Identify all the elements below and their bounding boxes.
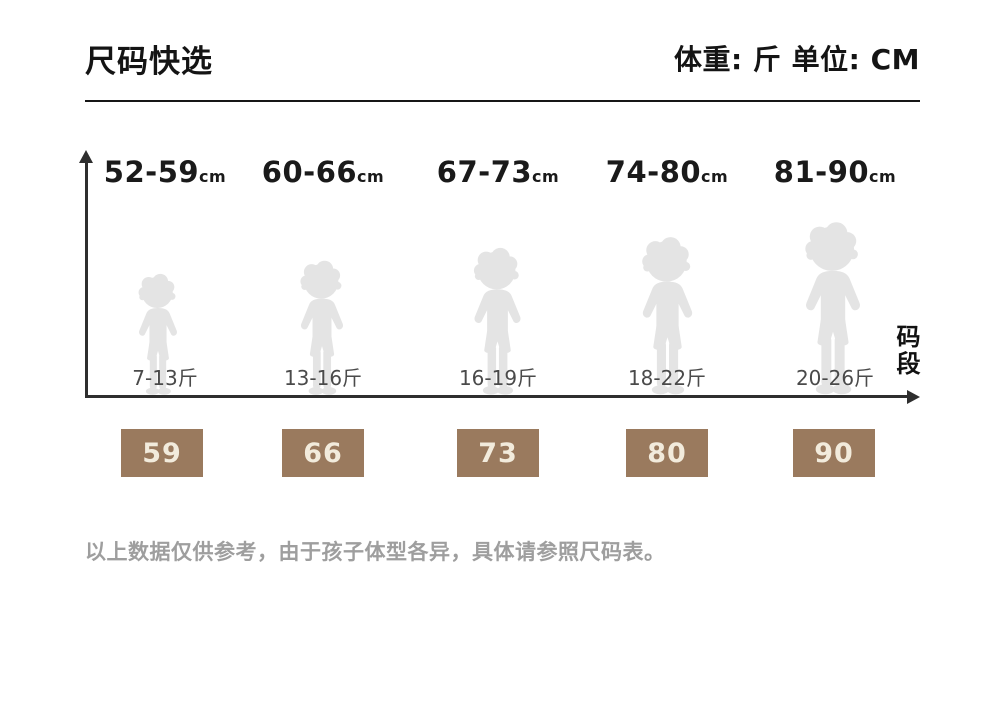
height-range-label: 52-59cm [85, 155, 245, 189]
size-code-value: 73 [478, 437, 518, 469]
height-range-label: 74-80cm [587, 155, 747, 189]
size-code-value: 80 [647, 437, 687, 469]
size-code-value: 90 [814, 437, 854, 469]
y-axis-line [85, 160, 88, 397]
header-divider [85, 100, 920, 102]
x-axis-line [85, 395, 908, 398]
height-range-value: 60-66 [261, 155, 358, 189]
height-range-value: 74-80 [605, 155, 702, 189]
size-code-box: 80 [626, 429, 708, 477]
height-unit: cm [532, 167, 560, 186]
y-axis-arrowhead-icon [79, 150, 93, 163]
height-unit: cm [199, 167, 227, 186]
height-range-label: 81-90cm [755, 155, 915, 189]
size-code-box: 59 [121, 429, 203, 477]
weight-range-label: 18-22斤 [627, 366, 707, 390]
units-note: 体重: 斤 单位: CM [673, 43, 920, 76]
size-code-box: 66 [282, 429, 364, 477]
height-unit: cm [701, 167, 729, 186]
weight-range-label: 7-13斤 [132, 366, 198, 390]
size-code-box: 73 [457, 429, 539, 477]
height-unit: cm [869, 167, 897, 186]
height-unit: cm [357, 167, 385, 186]
size-code-value: 59 [142, 437, 182, 469]
height-range-value: 67-73 [436, 155, 533, 189]
weight-range-label: 16-19斤 [458, 366, 538, 390]
height-range-value: 52-59 [103, 155, 200, 189]
page-title: 尺码快选 [85, 44, 213, 80]
size-code-box: 90 [793, 429, 875, 477]
height-range-label: 60-66cm [243, 155, 403, 189]
x-axis-label: 码段 [892, 324, 920, 378]
height-range-value: 81-90 [773, 155, 870, 189]
height-range-label: 67-73cm [418, 155, 578, 189]
weight-range-label: 13-16斤 [283, 366, 363, 390]
disclaimer-note: 以上数据仅供参考，由于孩子体型各异，具体请参照尺码表。 [85, 540, 666, 564]
x-axis-arrowhead-icon [907, 390, 920, 404]
weight-range-label: 20-26斤 [795, 366, 875, 390]
size-code-value: 66 [303, 437, 343, 469]
